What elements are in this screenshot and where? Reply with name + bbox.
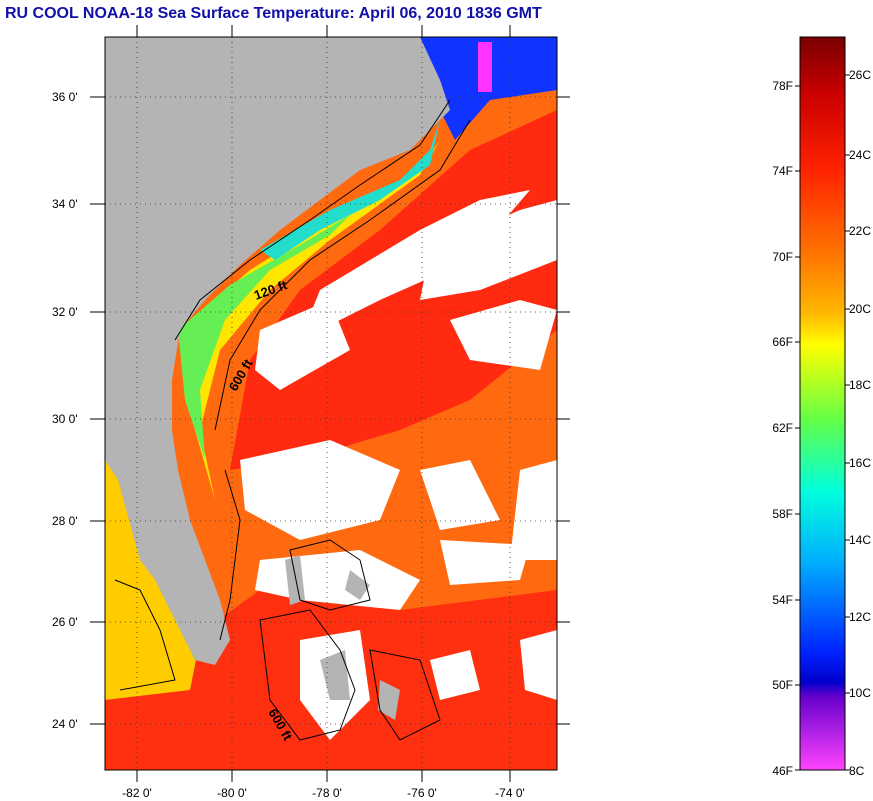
colorbar-fahrenheit-labels: 78F 74F 70F 66F 62F 58F 54F 50F 46F bbox=[772, 79, 793, 778]
celsius-label: 16C bbox=[849, 456, 871, 470]
coldest-water-patch bbox=[478, 42, 492, 92]
lat-label: 24 0' bbox=[52, 717, 78, 731]
colorbar-celsius-labels: 26C 24C 22C 20C 18C 16C 14C 12C 10C 8C bbox=[849, 68, 871, 778]
lat-label: 34 0' bbox=[52, 197, 78, 211]
lat-label: 30 0' bbox=[52, 412, 78, 426]
fahrenheit-label: 66F bbox=[772, 335, 793, 349]
fahrenheit-label: 78F bbox=[772, 79, 793, 93]
fahrenheit-label: 62F bbox=[772, 421, 793, 435]
bathymetry-contours bbox=[114, 99, 471, 741]
bahamas-islands bbox=[285, 555, 400, 720]
colorbar: 78F 74F 70F 66F 62F 58F 54F 50F 46F 26C … bbox=[772, 36, 871, 778]
shelf-waters-cyan bbox=[260, 120, 440, 260]
celsius-label: 12C bbox=[849, 610, 871, 624]
fahrenheit-label: 58F bbox=[772, 507, 793, 521]
lat-label: 36 0' bbox=[52, 90, 78, 104]
fahrenheit-label: 50F bbox=[772, 678, 793, 692]
latitude-labels: 36 0' 34 0' 32 0' 30 0' 28 0' 26 0' 24 0… bbox=[52, 90, 78, 731]
lon-label: -74 0' bbox=[495, 786, 525, 800]
lon-label: -80 0' bbox=[217, 786, 247, 800]
colorbar-ticks bbox=[795, 74, 850, 771]
map-panel: 120 ft 600 ft 600 ft bbox=[105, 37, 557, 770]
celsius-label: 18C bbox=[849, 378, 871, 392]
fahrenheit-label: 70F bbox=[772, 250, 793, 264]
lat-label: 26 0' bbox=[52, 615, 78, 629]
celsius-label: 8C bbox=[849, 764, 865, 778]
colorbar-gradient bbox=[799, 36, 846, 771]
lon-label: -76 0' bbox=[407, 786, 437, 800]
lat-label: 28 0' bbox=[52, 514, 78, 528]
page-title: RU COOL NOAA-18 Sea Surface Temperature:… bbox=[5, 5, 542, 22]
celsius-label: 10C bbox=[849, 686, 871, 700]
celsius-label: 20C bbox=[849, 302, 871, 316]
fahrenheit-label: 54F bbox=[772, 593, 793, 607]
fahrenheit-label: 46F bbox=[772, 764, 793, 778]
map-frame bbox=[104, 36, 558, 771]
celsius-label: 14C bbox=[849, 533, 871, 547]
lat-label: 32 0' bbox=[52, 305, 78, 319]
shelf-waters-green bbox=[178, 215, 350, 460]
axis-ticks bbox=[90, 25, 570, 782]
lon-label: -78 0' bbox=[312, 786, 342, 800]
celsius-label: 24C bbox=[849, 148, 871, 162]
gulf-of-mexico-waters bbox=[105, 460, 200, 700]
land-southeast-us bbox=[105, 37, 450, 665]
lon-label: -82 0' bbox=[122, 786, 152, 800]
longitude-labels: -82 0' -80 0' -78 0' -76 0' -74 0' bbox=[122, 786, 525, 800]
celsius-label: 22C bbox=[849, 224, 871, 238]
celsius-label: 26C bbox=[849, 68, 871, 82]
graticule bbox=[105, 37, 557, 770]
fahrenheit-label: 74F bbox=[772, 164, 793, 178]
